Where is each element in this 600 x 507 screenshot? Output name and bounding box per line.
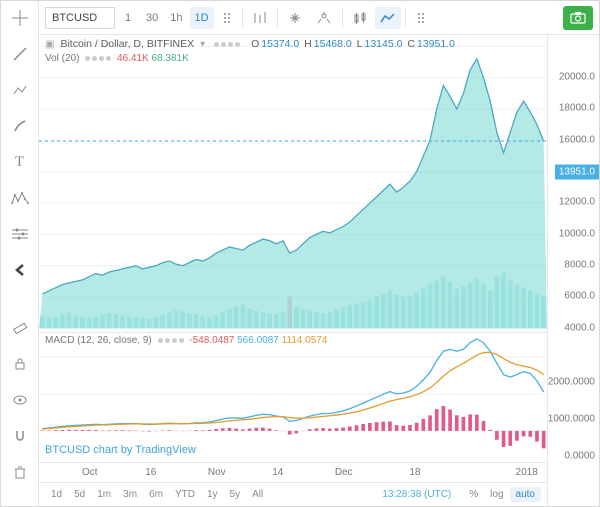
text-icon[interactable]: T bbox=[9, 151, 31, 173]
x-axis: Oct16Nov14Dec182018 bbox=[39, 462, 547, 482]
left-toolbar: T bbox=[1, 1, 39, 506]
macd-chart bbox=[39, 333, 547, 462]
back-arrow-icon[interactable] bbox=[9, 259, 31, 281]
top-toolbar: 1 30 1h 1D bbox=[39, 1, 599, 35]
interval-1d[interactable]: 1D bbox=[190, 7, 214, 29]
symbol-title: Bitcoin / Dollar, D, BITFINEX bbox=[60, 38, 194, 50]
range-5d[interactable]: 5d bbox=[68, 487, 91, 502]
watermark: BTCUSD chart by TradingView bbox=[45, 444, 196, 456]
indicators-icon[interactable] bbox=[310, 7, 338, 29]
macd-pane[interactable]: MACD (12, 26, close, 9) -548.0487 566.00… bbox=[39, 333, 547, 462]
price-pane[interactable]: ▣ Bitcoin / Dollar, D, BITFINEX ▾ O15374… bbox=[39, 35, 547, 333]
lock-icon[interactable] bbox=[9, 353, 31, 375]
range-1m[interactable]: 1m bbox=[91, 487, 117, 502]
fib-icon[interactable] bbox=[9, 79, 31, 101]
crosshair-icon[interactable] bbox=[9, 7, 31, 29]
area-style-icon[interactable] bbox=[375, 7, 401, 29]
volume-legend: Vol (20) 46.41K 68.381K bbox=[45, 53, 189, 64]
candle-icon[interactable] bbox=[347, 7, 373, 29]
scale-log[interactable]: log bbox=[484, 487, 509, 502]
settings-more-icon[interactable] bbox=[410, 7, 432, 29]
remove-icon[interactable] bbox=[9, 461, 31, 483]
range-6m[interactable]: 6m bbox=[143, 487, 169, 502]
range-3m[interactable]: 3m bbox=[117, 487, 143, 502]
snapshot-button[interactable] bbox=[563, 6, 593, 30]
measure-icon[interactable] bbox=[9, 317, 31, 339]
price-chart bbox=[39, 35, 547, 332]
scale-%[interactable]: % bbox=[463, 487, 484, 502]
long-position-icon[interactable] bbox=[9, 223, 31, 245]
hide-icon[interactable] bbox=[9, 389, 31, 411]
range-YTD[interactable]: YTD bbox=[169, 487, 201, 502]
y-axis[interactable]: 4000.06000.08000.010000.012000.014000.01… bbox=[547, 35, 599, 506]
scale-auto[interactable]: auto bbox=[510, 487, 541, 502]
range-1y[interactable]: 1y bbox=[201, 487, 224, 502]
range-All[interactable]: All bbox=[246, 487, 269, 502]
interval-more-icon[interactable] bbox=[216, 7, 238, 29]
brush-icon[interactable] bbox=[9, 115, 31, 137]
magnet-icon[interactable] bbox=[9, 425, 31, 447]
symbol-input[interactable] bbox=[45, 7, 115, 29]
macd-legend: MACD (12, 26, close, 9) -548.0487 566.00… bbox=[45, 335, 327, 346]
clock: 13:28:38 (UTC) bbox=[382, 489, 451, 500]
range-bar: 1d5d1m3m6mYTD1y5yAll 13:28:38 (UTC) %log… bbox=[39, 482, 547, 506]
interval-1[interactable]: 1 bbox=[117, 7, 139, 29]
interval-30[interactable]: 30 bbox=[141, 7, 163, 29]
ohlc-values: O15374.0 H15468.0 L13145.0 C13951.0 bbox=[249, 38, 455, 50]
range-5y[interactable]: 5y bbox=[224, 487, 247, 502]
range-1d[interactable]: 1d bbox=[45, 487, 68, 502]
chart-legend: ▣ Bitcoin / Dollar, D, BITFINEX ▾ O15374… bbox=[45, 38, 455, 50]
compare-icon[interactable] bbox=[282, 7, 308, 29]
interval-1h[interactable]: 1h bbox=[165, 7, 187, 29]
trendline-icon[interactable] bbox=[9, 43, 31, 65]
price-badge: 13951.0 bbox=[555, 164, 599, 179]
pattern-icon[interactable] bbox=[9, 187, 31, 209]
bars-style-icon[interactable] bbox=[247, 7, 273, 29]
